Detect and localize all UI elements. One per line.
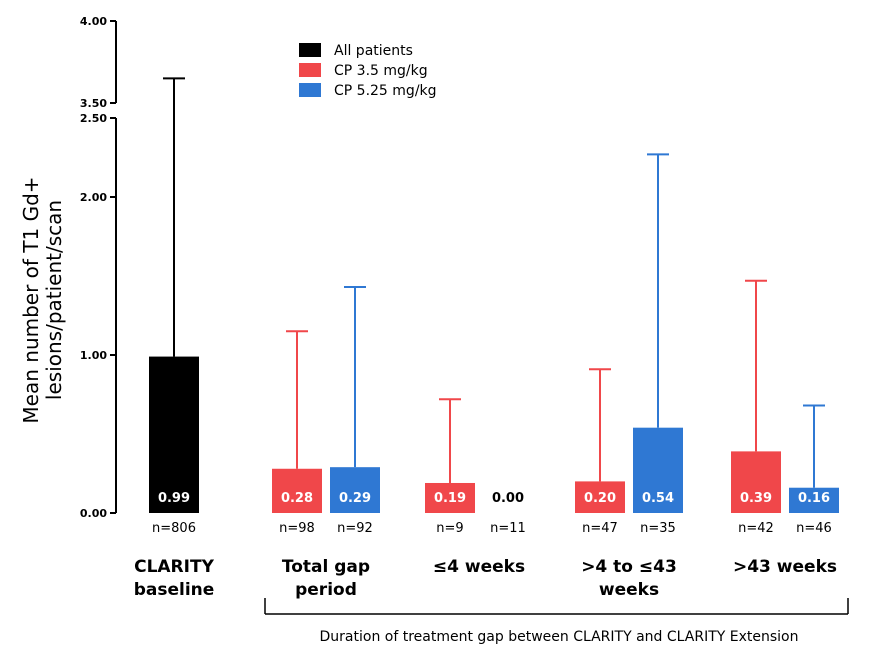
bar-n-label: n=92 [337, 521, 373, 536]
bracket-label: Duration of treatment gap between CLARIT… [320, 629, 799, 645]
y-axis: 0.00 1.00 2.00 2.50 3.50 4.00 [80, 15, 117, 520]
bar-n-label: n=806 [152, 521, 196, 536]
legend-swatch [299, 83, 321, 97]
legend-swatch [299, 43, 321, 57]
y-tick-label: 0.00 [80, 507, 107, 520]
legend: All patients CP 3.5 mg/kg CP 5.25 mg/kg [299, 43, 437, 99]
group-label-line: baseline [134, 580, 215, 600]
bar [149, 356, 199, 513]
bars: 0.99 n=806 0.28 n=98 0.29 n=92 0.19 n=9 0.00 n=11… [149, 77, 839, 536]
group-label-line: period [295, 580, 357, 600]
group-labels: CLARITY baseline Total gap period ≤4 weeks >4… [134, 557, 837, 600]
bar [731, 451, 781, 513]
y-axis-title-line: lesions/patient/scan [42, 200, 66, 400]
bar-value-label: 0.00 [492, 491, 524, 506]
y-axis-title: Mean number of T1 Gd+lesions/patient/sca… [19, 176, 66, 423]
bar-n-label: n=42 [738, 521, 774, 536]
group-label-line: >43 weeks [733, 557, 837, 577]
group-label-line: Total gap [282, 557, 370, 577]
bar-value-label: 0.28 [281, 491, 313, 506]
y-axis-title-line: Mean number of T1 Gd+ [19, 176, 43, 423]
bar-value-label: 0.19 [434, 491, 466, 506]
bar-value-label: 0.29 [339, 491, 371, 506]
y-tick-label: 4.00 [80, 15, 107, 28]
legend-label: CP 3.5 mg/kg [334, 63, 428, 79]
group-label: ≤4 weeks [433, 557, 525, 577]
bar [330, 467, 380, 513]
bar-value-label: 0.54 [642, 491, 674, 506]
bar-n-label: n=98 [279, 521, 315, 536]
bar [789, 487, 839, 513]
group-label-line: >4 to ≤43 [581, 557, 677, 577]
bar-n-label: n=46 [796, 521, 832, 536]
bar-value-label: 0.20 [584, 491, 616, 506]
bar [575, 481, 625, 513]
y-tick-label: 1.00 [80, 349, 107, 362]
group-label-line: ≤4 weeks [433, 557, 525, 577]
bar [272, 468, 322, 513]
group-label: Total gap period [282, 557, 370, 600]
y-tick-label: 3.50 [80, 97, 107, 110]
duration-bracket: Duration of treatment gap between CLARIT… [264, 598, 849, 645]
bar [425, 482, 475, 513]
group-label-line: weeks [599, 580, 659, 600]
bar-n-label: n=9 [436, 521, 463, 536]
bar-n-label: n=11 [490, 521, 526, 536]
y-axis-label: Mean number of T1 Gd+lesions/patient/sca… [19, 176, 66, 423]
legend-label: All patients [334, 43, 413, 59]
bar-value-label: 0.39 [740, 491, 772, 506]
legend-label: CP 5.25 mg/kg [334, 83, 437, 99]
group-label: >43 weeks [733, 557, 837, 577]
y-tick-label: 2.50 [80, 112, 107, 125]
group-label-line: CLARITY [134, 557, 214, 577]
bar-value-label: 0.99 [158, 491, 190, 506]
y-tick-label: 2.00 [80, 191, 107, 204]
legend-swatch [299, 63, 321, 77]
bar-n-label: n=47 [582, 521, 618, 536]
group-label: >4 to ≤43 weeks [581, 557, 677, 600]
group-label: CLARITY baseline [134, 557, 215, 600]
bar-value-label: 0.16 [798, 491, 830, 506]
bar-n-label: n=35 [640, 521, 676, 536]
bar [633, 427, 683, 513]
